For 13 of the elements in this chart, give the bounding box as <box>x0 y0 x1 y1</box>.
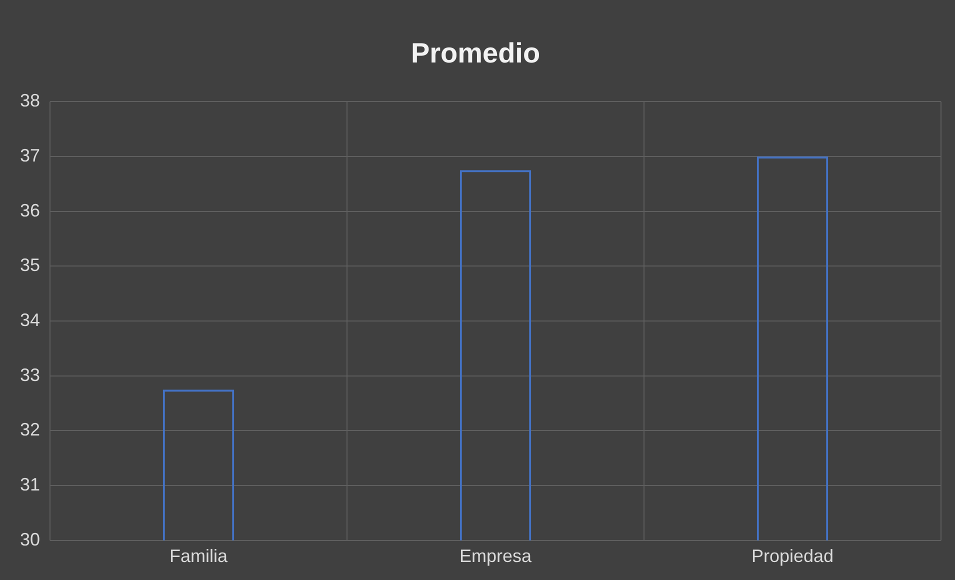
y-tick-label: 30 <box>20 529 40 550</box>
chart-title: Promedio <box>410 38 540 69</box>
x-tick-label: Empresa <box>459 546 533 566</box>
y-tick-label: 32 <box>20 420 40 440</box>
y-tick-label: 31 <box>20 474 40 495</box>
y-tick-label: 37 <box>20 145 40 166</box>
y-tick-label: 36 <box>20 200 40 220</box>
y-tick-label: 34 <box>20 310 40 330</box>
y-tick-label: 38 <box>20 90 40 111</box>
y-tick-label: 33 <box>20 364 40 385</box>
x-tick-label: Propiedad <box>751 546 834 566</box>
y-tick-label: 35 <box>20 255 40 276</box>
x-tick-label: Familia <box>170 546 229 566</box>
